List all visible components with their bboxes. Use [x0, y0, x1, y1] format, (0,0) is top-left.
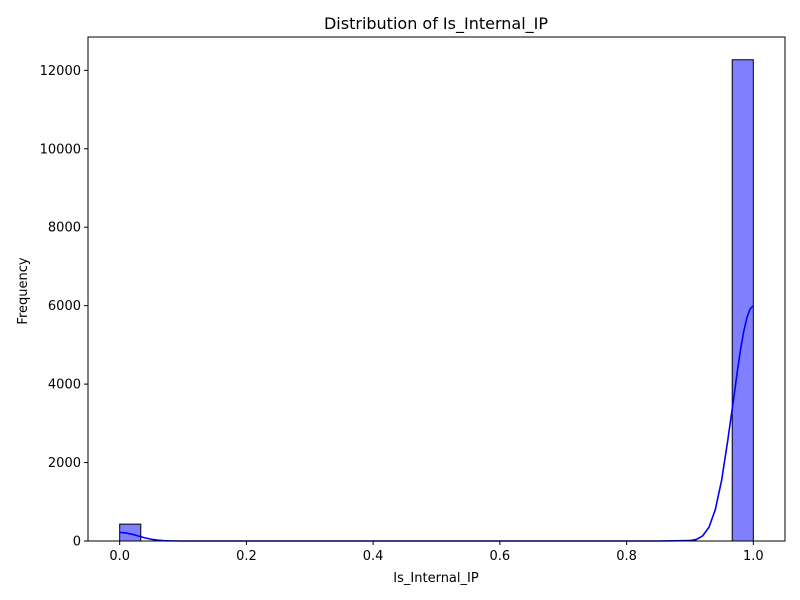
histogram-bar-1 [731, 59, 754, 542]
y-tick-label: 4000 [48, 378, 81, 393]
kde-group [119, 305, 754, 542]
x-tick-label: 1.0 [743, 549, 764, 564]
kde-line [119, 305, 754, 542]
chart-title: Distribution of Is_Internal_IP [324, 14, 548, 34]
y-axis-label: Frequency [16, 257, 31, 324]
y-tick-label: 10000 [40, 142, 81, 157]
bars-group [119, 59, 754, 542]
y-tick-label: 8000 [48, 221, 81, 236]
y-tick-label: 0 [73, 535, 81, 550]
y-axis-ticks: 0 2000 4000 6000 8000 10000 12000 [40, 64, 88, 550]
x-tick-label: 0.8 [616, 549, 637, 564]
y-tick-label: 12000 [40, 64, 81, 79]
x-tick-label: 0.4 [363, 549, 384, 564]
y-tick-label: 6000 [48, 299, 81, 314]
x-tick-label: 0.0 [109, 549, 130, 564]
x-axis-ticks: 0.0 0.2 0.4 0.6 0.8 1.0 [109, 541, 764, 564]
x-tick-label: 0.2 [236, 549, 257, 564]
plot-frame [87, 36, 786, 542]
y-tick-label: 2000 [48, 456, 81, 471]
x-axis-label: Is_Internal_IP [393, 571, 479, 586]
x-tick-label: 0.6 [490, 549, 511, 564]
